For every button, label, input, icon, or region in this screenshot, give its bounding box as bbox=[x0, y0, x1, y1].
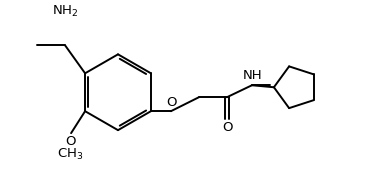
Text: O: O bbox=[167, 96, 177, 109]
Text: O: O bbox=[223, 121, 233, 134]
Text: NH: NH bbox=[243, 69, 263, 82]
Text: O: O bbox=[65, 135, 75, 148]
Text: CH$_3$: CH$_3$ bbox=[57, 147, 83, 162]
Text: NH$_2$: NH$_2$ bbox=[52, 4, 78, 19]
